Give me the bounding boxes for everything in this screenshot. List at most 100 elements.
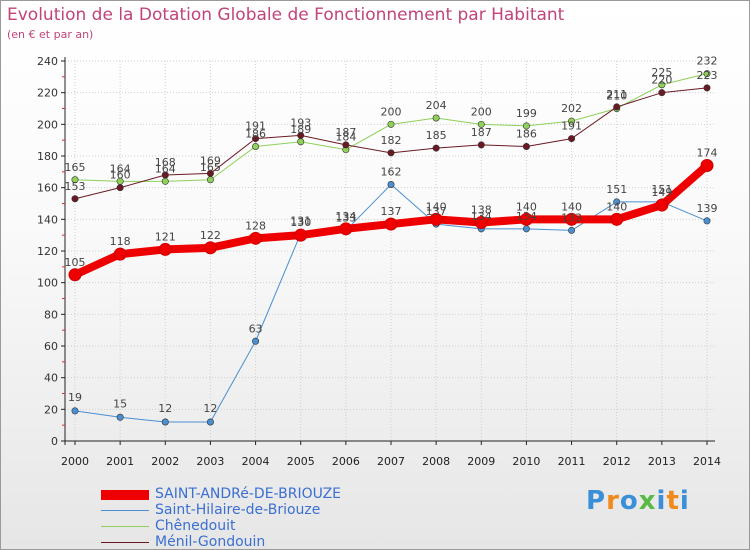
data-label: 162 (381, 166, 402, 179)
data-label: 128 (245, 219, 266, 232)
data-point (206, 176, 214, 184)
data-label: 151 (651, 183, 672, 196)
data-label: 151 (606, 183, 627, 196)
chart-subtitle: (en € et par an) (7, 28, 94, 41)
y-tick-label: 0 (51, 435, 58, 448)
data-point (384, 217, 398, 231)
data-point (339, 222, 353, 236)
data-point (252, 337, 260, 345)
legend-swatch (101, 510, 149, 511)
data-label: 210 (606, 90, 627, 103)
data-point (387, 149, 395, 157)
data-point (477, 141, 485, 149)
data-label: 63 (249, 322, 263, 335)
data-label: 15 (113, 397, 127, 410)
data-label: 191 (561, 120, 582, 133)
data-label: 200 (471, 105, 492, 118)
data-point (68, 268, 82, 282)
data-label: 185 (426, 129, 447, 142)
data-point (655, 198, 669, 212)
data-label: 12 (203, 402, 217, 415)
data-label: 137 (426, 205, 447, 218)
x-tick-label: 2000 (61, 455, 89, 468)
data-label: 138 (471, 204, 492, 217)
y-tick-label: 220 (37, 87, 58, 100)
y-tick-label: 80 (44, 308, 58, 321)
data-label: 133 (335, 211, 356, 224)
data-label: 165 (200, 161, 221, 174)
data-label: 165 (65, 161, 86, 174)
data-label: 223 (697, 69, 718, 82)
x-tick-label: 2006 (332, 455, 360, 468)
y-tick-label: 20 (44, 403, 58, 416)
legend-swatch (101, 526, 149, 527)
data-label: 204 (426, 99, 447, 112)
data-point (387, 181, 395, 189)
data-point (522, 143, 530, 151)
data-label: 140 (561, 200, 582, 213)
data-point (206, 169, 214, 177)
data-point (158, 242, 172, 256)
data-label: 182 (381, 134, 402, 147)
data-point (432, 144, 440, 152)
data-point (477, 120, 485, 128)
data-point (342, 141, 350, 149)
data-label: 140 (516, 200, 537, 213)
data-label: 118 (110, 235, 131, 248)
data-label: 134 (516, 210, 537, 223)
x-tick-label: 2001 (106, 455, 134, 468)
data-label: 184 (335, 131, 356, 144)
data-point (429, 212, 443, 226)
data-label: 131 (290, 215, 311, 228)
data-label: 186 (516, 128, 537, 141)
data-label: 191 (245, 120, 266, 133)
data-label: 122 (200, 229, 221, 242)
y-tick-label: 40 (44, 372, 58, 385)
y-tick-label: 60 (44, 340, 58, 353)
data-label: 149 (651, 186, 672, 199)
data-label: 187 (471, 126, 492, 139)
x-tick-label: 2012 (603, 455, 631, 468)
data-point (116, 413, 124, 421)
data-point (703, 217, 711, 225)
data-point (252, 143, 260, 151)
data-label: 153 (65, 180, 86, 193)
chart-title: Evolution de la Dotation Globale de Fonc… (7, 5, 565, 25)
data-point (658, 81, 666, 89)
data-label: 200 (381, 105, 402, 118)
data-label: 164 (110, 162, 131, 175)
data-point (568, 226, 576, 234)
data-point (297, 131, 305, 139)
data-label: 199 (516, 107, 537, 120)
data-point (565, 212, 579, 226)
data-point (294, 228, 308, 242)
proxiti-logo: Proxiti (586, 486, 690, 516)
data-point (432, 114, 440, 122)
data-point (613, 103, 621, 111)
data-point (71, 176, 79, 184)
legend-label: Ménil-Gondouin (155, 534, 266, 550)
legend-label: Saint-Hilaire-de-Briouze (155, 502, 321, 518)
x-tick-label: 2010 (512, 455, 540, 468)
y-tick-label: 240 (37, 55, 58, 68)
y-tick-label: 120 (37, 245, 58, 258)
legend-swatch (101, 490, 149, 500)
data-label: 186 (245, 128, 266, 141)
data-label: 140 (426, 200, 447, 213)
x-tick-label: 2009 (467, 455, 495, 468)
data-point (71, 195, 79, 203)
data-label: 133 (561, 211, 582, 224)
data-label: 19 (68, 391, 82, 404)
data-point (113, 247, 127, 261)
x-tick-label: 2013 (648, 455, 676, 468)
data-label: 134 (335, 210, 356, 223)
data-point (249, 231, 263, 245)
data-label: 139 (697, 202, 718, 215)
data-point (297, 138, 305, 146)
data-point (387, 120, 395, 128)
y-tick-label: 140 (37, 213, 58, 226)
x-tick-label: 2011 (558, 455, 586, 468)
data-label: 168 (155, 156, 176, 169)
data-label: 12 (158, 402, 172, 415)
data-point (568, 117, 576, 125)
